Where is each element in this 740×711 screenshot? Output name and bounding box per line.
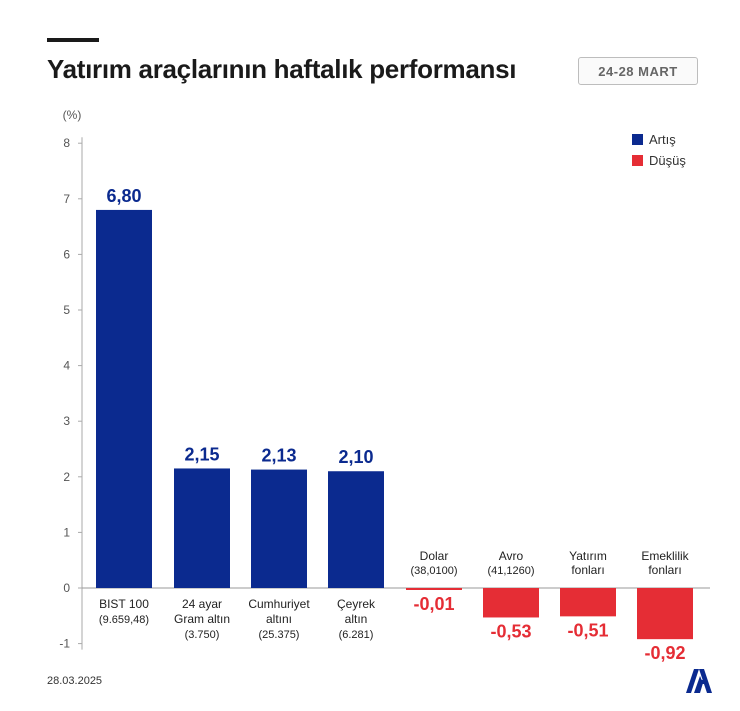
category-label: (41,1260) xyxy=(487,565,534,577)
category-label: 24 ayar xyxy=(182,597,222,611)
bar xyxy=(637,588,693,640)
y-tick-label: 7 xyxy=(63,192,70,206)
aa-logo-icon xyxy=(686,669,712,693)
bar xyxy=(406,588,462,590)
category-label: Çeyrek xyxy=(337,597,376,611)
legend-swatch xyxy=(632,134,643,145)
category-label: (38,0100) xyxy=(410,565,457,577)
category-label: (3.750) xyxy=(185,629,220,641)
category-label: fonları xyxy=(648,563,681,577)
bar xyxy=(251,469,307,588)
title-rule xyxy=(47,38,99,42)
y-tick-label: 3 xyxy=(63,414,70,428)
data-label: 2,15 xyxy=(184,444,219,464)
footer-date: 28.03.2025 xyxy=(47,675,103,687)
y-tick-label: -1 xyxy=(59,637,70,651)
date-range-badge: 24-28 MART xyxy=(578,57,698,85)
page-title: Yatırım araçlarının haftalık performansı xyxy=(47,54,517,84)
bar xyxy=(174,468,230,588)
category-label: Yatırım xyxy=(569,549,607,563)
bar xyxy=(328,471,384,588)
category-label: Gram altın xyxy=(174,612,230,626)
y-tick-label: 6 xyxy=(63,247,70,261)
bar xyxy=(560,588,616,617)
category-label: Emeklilik xyxy=(641,549,689,563)
y-tick-label: 5 xyxy=(63,303,70,317)
y-tick-label: 1 xyxy=(63,525,70,539)
legend-swatch xyxy=(632,155,643,166)
y-tick-label: 0 xyxy=(63,581,70,595)
legend-label: Düşüş xyxy=(649,153,686,168)
bar xyxy=(96,209,152,589)
y-tick-label: 4 xyxy=(63,359,70,373)
data-label: -0,92 xyxy=(644,643,685,663)
category-label: fonları xyxy=(571,563,604,577)
data-label: 2,10 xyxy=(338,447,373,467)
category-label: altın xyxy=(345,612,368,626)
category-label: BIST 100 xyxy=(99,597,149,611)
category-label: altını xyxy=(266,612,292,626)
category-label: (25.375) xyxy=(259,629,300,641)
category-label: Cumhuriyet xyxy=(248,597,310,611)
data-label: -0,01 xyxy=(413,594,454,614)
category-label: (9.659,48) xyxy=(99,614,149,626)
legend-label: Artış xyxy=(649,132,676,147)
data-label: -0,53 xyxy=(490,621,531,641)
y-tick-label: 8 xyxy=(63,136,70,150)
category-label: (6.281) xyxy=(339,629,374,641)
category-label: Dolar xyxy=(420,549,449,563)
category-label: Avro xyxy=(499,549,524,563)
data-label: 2,13 xyxy=(261,446,296,466)
y-tick-label: 2 xyxy=(63,470,70,484)
y-axis-label: (%) xyxy=(63,108,82,122)
data-label: 6,80 xyxy=(106,186,141,206)
data-label: -0,51 xyxy=(567,620,608,640)
bar xyxy=(483,588,539,618)
